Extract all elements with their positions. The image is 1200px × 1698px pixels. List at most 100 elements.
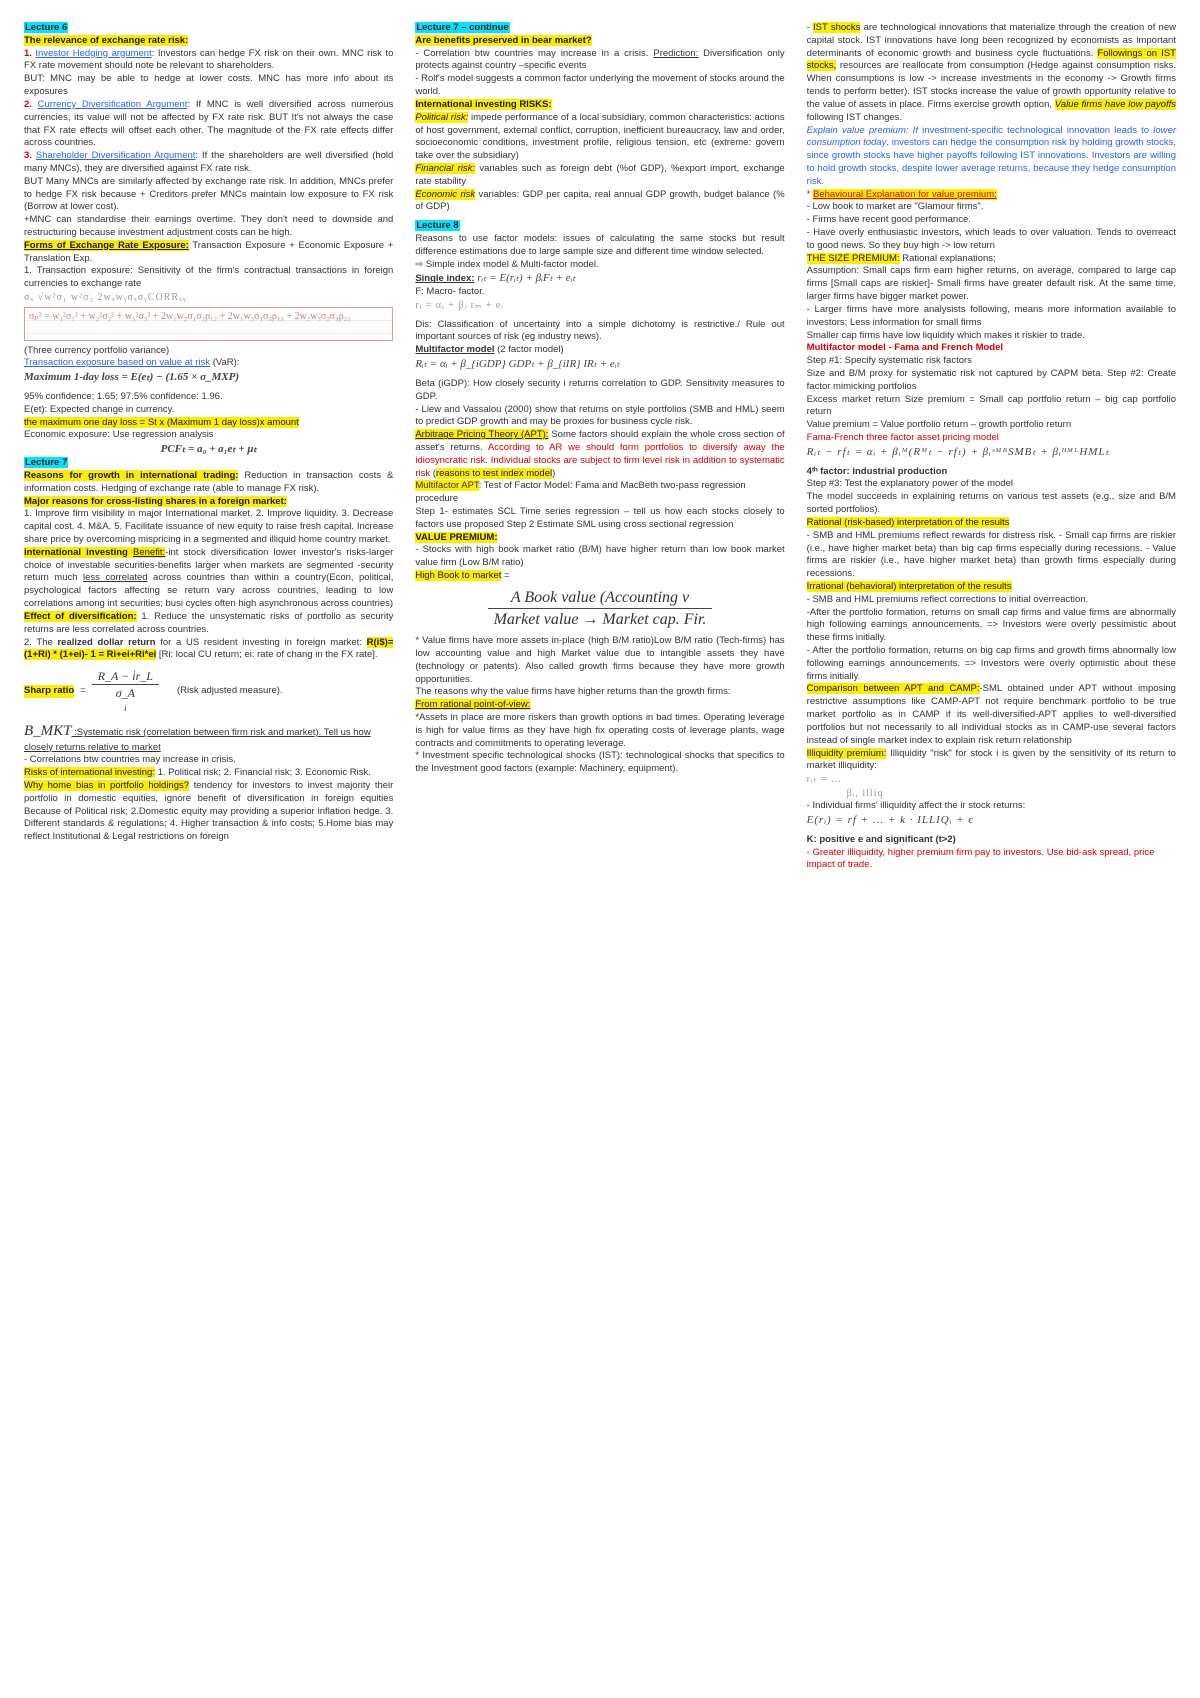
faint-formula: rᵢ = αᵢ + βᵢ rₘ + eᵢ	[415, 299, 784, 313]
column-3: - IST shocks are technological innovatio…	[807, 22, 1176, 872]
paragraph: - Liew and Vassalou (2000) show that ret…	[415, 404, 784, 430]
single-index-line: Single index: rᵢₜ = E(rᵢₜ) + βᵢFₜ + eᵢₜ	[415, 271, 784, 286]
heading: Irrational (behavioral) interpretation o…	[807, 581, 1012, 592]
heading: Rational (risk-based) interpretation of …	[807, 517, 1010, 528]
paragraph: Step #3: Test the explanatory power of t…	[807, 478, 1176, 491]
paragraph: Economic risk variables: GDP per capita,…	[415, 189, 784, 215]
paragraph: Transaction exposure based on value at r…	[24, 357, 393, 370]
paragraph: 1. Improve firm visibility in major Inte…	[24, 508, 393, 546]
paragraph: - Individual firms' illiquidity affect t…	[807, 800, 1176, 813]
paragraph: BUT Many MNCs are similarly affected by …	[24, 176, 393, 214]
paragraph: *Assets in place are more riskers than g…	[415, 712, 784, 750]
paragraph: - Correlation btw countries may increase…	[415, 48, 784, 74]
paragraph: Risks of international investing: 1. Pol…	[24, 767, 393, 780]
paragraph: Explain value premium: If investment-spe…	[807, 125, 1176, 189]
paragraph: Step #1: Specify systematic risk factors	[807, 355, 1176, 368]
lecture-7-continue-title: Lecture 7 – continue	[415, 22, 509, 33]
paragraph: - Firms have recent good performance.	[807, 214, 1176, 227]
paragraph: Excess market return Size premium = Smal…	[807, 394, 1176, 420]
book-to-market-formula: A Book value (Accounting v Market value …	[415, 587, 784, 631]
paragraph: Size and B/M proxy for systematic risk n…	[807, 368, 1176, 394]
paragraph: international investing Benefit:-int sto…	[24, 547, 393, 611]
sharp-ratio-line: Sharp ratio = R_A − i̇r_L σ_A i (Risk ad…	[24, 668, 393, 715]
paragraph: K: positive e and significant (t>2)	[807, 834, 1176, 847]
caption: (Three currency portfolio variance)	[24, 345, 393, 358]
paragraph: Multifactor APT: Test of Factor Model: F…	[415, 480, 784, 506]
lecture-8-title: Lecture 8	[415, 220, 459, 231]
paragraph: Reasons for growth in international trad…	[24, 470, 393, 496]
paragraph: ⇨ Simple index model & Multi-factor mode…	[415, 259, 784, 272]
heading: * Behavioural Explanation for value prem…	[807, 189, 1176, 202]
ff-formula: Rᵢₜ − rfₜ = αᵢ + βᵢᴹ(Rᴹₜ − rfₜ) + βᵢˢᴹᴮS…	[807, 445, 1176, 460]
paragraph: 2. Currency Diversification Argument: If…	[24, 99, 393, 150]
paragraph: -After the portfolio formation, returns …	[807, 607, 1176, 645]
multifactor-heading: Multifactor model (2 factor model)	[415, 344, 784, 357]
pcf-formula: PCFₜ = a₀ + a₁eₜ + μₜ	[24, 442, 393, 457]
paragraph: - Larger firms have more analysists foll…	[807, 304, 1176, 330]
heading: VALUE PREMIUM:	[415, 532, 497, 543]
var-formula: Maximum 1-day loss = E(eₜ) − (1.65 × σ_M…	[24, 370, 393, 385]
paragraph: - SMB and HML premiums reflect correctio…	[807, 594, 1176, 607]
paragraph: Illiquidity premium: Illiquidity "risk" …	[807, 748, 1176, 774]
paragraph: E(et): Expected change in currency.	[24, 404, 393, 417]
paragraph: Why home bias in portfolio holdings? ten…	[24, 780, 393, 844]
paragraph: The reasons why the value firms have hig…	[415, 686, 784, 699]
heading: From rational point-of-view:	[415, 699, 530, 710]
paragraph: Financial risk: variables such as foreig…	[415, 163, 784, 189]
paragraph: Smaller cap firms have low liquidity whi…	[807, 330, 1176, 343]
paragraph: - After the portfolio formation, returns…	[807, 645, 1176, 683]
paragraph: 2. The realized dollar return for a US r…	[24, 637, 393, 663]
three-column-layout: Lecture 6 The relevance of exchange rate…	[24, 22, 1176, 872]
bmkt-line: B_MKT :Systematic risk (correlation betw…	[24, 721, 393, 754]
paragraph: * Investment specific technological shoc…	[415, 750, 784, 776]
heading: Multifactor model - Fama and French Mode…	[807, 342, 1003, 353]
paragraph: - Stocks with high book market ratio (B/…	[415, 544, 784, 570]
paragraph: The model succeeds in explaining returns…	[807, 491, 1176, 517]
paragraph: Forms of Exchange Rate Exposure: Transac…	[24, 240, 393, 266]
paragraph: Arbitrage Pricing Theory (APT): Some fac…	[415, 429, 784, 480]
paragraph: - SMB and HML premiums reflect rewards f…	[807, 530, 1176, 581]
heading: Fama-French three factor asset pricing m…	[807, 432, 999, 443]
paragraph: 95% confidence; 1.65; 97.5% confidence: …	[24, 391, 393, 404]
paragraph: High Book to market =	[415, 570, 784, 583]
lecture-7-title: Lecture 7	[24, 457, 68, 468]
paragraph: Value premium = Value portfolio return –…	[807, 419, 1176, 432]
lecture-6-title: Lecture 6	[24, 22, 68, 33]
paragraph: 4ᵗʰ factor: industrial production	[807, 466, 1176, 479]
heading: International investing RISKS:	[415, 99, 551, 110]
heading: THE SIZE PREMIUM: Rational explanations;	[807, 253, 1176, 266]
paragraph: - Have overly enthusiastic investors, wh…	[807, 227, 1176, 253]
paragraph: - IST shocks are technological innovatio…	[807, 22, 1176, 125]
paragraph: BUT: MNC may be able to hedge at lower c…	[24, 73, 393, 99]
multifactor-formula: Rᵢₜ = αᵢ + β_{iGDP} GDPₜ + β_{iIR} IRₜ +…	[415, 357, 784, 372]
heading: Major reasons for cross-listing shares i…	[24, 496, 287, 507]
heading: The relevance of exchange rate risk:	[24, 35, 188, 46]
paragraph: Assumption: Small caps firm earn higher …	[807, 265, 1176, 303]
handwritten-formula-box: σₚ² = w₁²σ₁² + w₂²σ₂² + w₃²σ₃² + 2w₁w₂σ₁…	[24, 307, 393, 341]
paragraph: - Low book to market are "Glamour firms"…	[807, 201, 1176, 214]
paragraph: - Correlations btw countries may increas…	[24, 754, 393, 767]
paragraph: 1. Investor Hedging argument: Investors …	[24, 48, 393, 74]
paragraph: - Rolf's model suggests a common factor …	[415, 73, 784, 99]
paragraph: * Value firms have more assets in-place …	[415, 635, 784, 686]
faint-formula: rᵢₜ = ... βᵢ, illiq	[807, 773, 1176, 800]
paragraph: Reasons to use factor models: issues of …	[415, 233, 784, 259]
paragraph: Economic exposure: Use regression analys…	[24, 429, 393, 442]
paragraph: Dis: Classification of uncertainty into …	[415, 319, 784, 345]
column-1: Lecture 6 The relevance of exchange rate…	[24, 22, 393, 872]
column-2: Lecture 7 – continue Are benefits preser…	[415, 22, 784, 872]
faint-formula: E(rᵢ) = rf + ... + k · ILLIQᵢ + ϵ	[807, 813, 1176, 828]
paragraph: 1. Transaction exposure: Sensitivity of …	[24, 265, 393, 291]
highlight-line: the maximum one day loss = St x (Maximum…	[24, 417, 299, 428]
paragraph: Comparison between APT and CAMP:-SML obt…	[807, 683, 1176, 747]
faint-formula: σₓ √w²σ₁ w²σ₂ 2wₓwᵧσₓσᵧCORRₓᵧ	[24, 291, 393, 305]
paragraph: 3. Shareholder Diversification Argument:…	[24, 150, 393, 176]
paragraph: F: Macro- factor.	[415, 286, 784, 299]
paragraph: Political risk: impede performance of a …	[415, 112, 784, 163]
paragraph: Effect of diversification: 1. Reduce the…	[24, 611, 393, 637]
paragraph: Beta (iGDP): How closely security i retu…	[415, 378, 784, 404]
paragraph: +MNC can standardise their earnings over…	[24, 214, 393, 240]
heading: Are benefits preserved in bear market?	[415, 35, 591, 46]
paragraph: - Greater illiquidity, higher premium fi…	[807, 847, 1176, 873]
paragraph: Step 1- estimates SCL Time series regres…	[415, 506, 784, 532]
